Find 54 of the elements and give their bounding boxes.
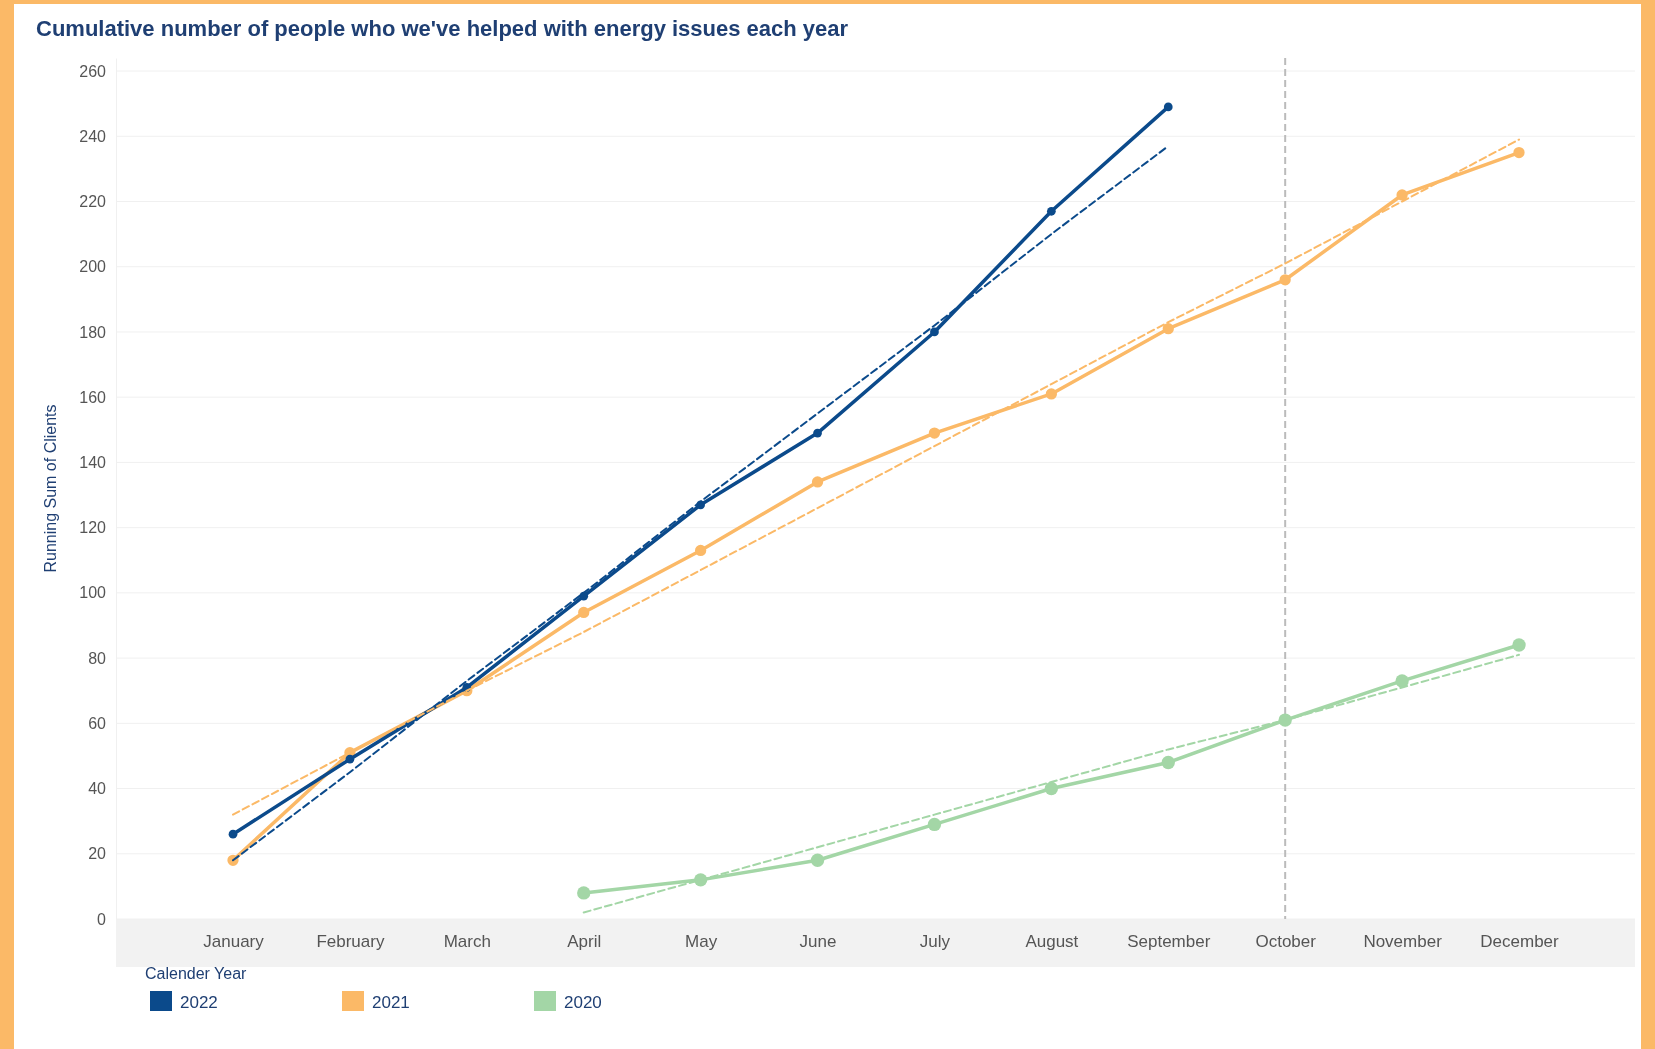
legend-title: Calender Year	[145, 965, 248, 982]
y-tick-label: 0	[97, 910, 107, 928]
point	[1161, 755, 1175, 770]
point	[1045, 388, 1058, 400]
point	[1046, 206, 1056, 216]
point	[578, 606, 590, 619]
x-tick-label: May	[685, 932, 718, 952]
point	[1395, 674, 1409, 688]
point	[345, 754, 355, 764]
x-tick-label: April	[567, 932, 602, 952]
x-tick-label: October	[1255, 932, 1317, 952]
point	[1396, 189, 1408, 201]
point	[577, 886, 591, 900]
x-tick-label: June	[799, 932, 837, 952]
x-tick-label: September	[1127, 932, 1211, 952]
x-tick-label: July	[919, 932, 951, 952]
y-tick-label: 80	[88, 649, 107, 667]
point	[811, 476, 824, 488]
y-tick-label: 200	[79, 258, 107, 276]
y-tick-label: 180	[79, 323, 107, 341]
legend-label: 2021	[372, 993, 410, 1012]
point	[930, 327, 939, 337]
point	[810, 853, 825, 867]
y-axis-title: Running Sum of Clients	[42, 404, 59, 573]
y-tick-label: 240	[79, 127, 107, 145]
point	[228, 829, 238, 839]
y-tick-label: 100	[79, 584, 107, 602]
point	[694, 544, 707, 557]
legend-label: 2020	[564, 993, 602, 1012]
x-tick-label: February	[316, 932, 385, 952]
y-tick-label: 40	[88, 780, 107, 798]
point	[813, 428, 822, 438]
x-tick-label: December	[1480, 932, 1560, 952]
x-tick-label: January	[203, 932, 265, 952]
point	[1513, 146, 1525, 159]
chart-title: Cumulative number of people who we've helped with energy issues each year	[36, 16, 849, 41]
y-tick-label: 260	[79, 62, 107, 80]
y-tick-label: 220	[79, 193, 107, 211]
point	[1279, 274, 1291, 286]
x-tick-label: August	[1025, 932, 1079, 952]
legend-label: 2022	[180, 993, 218, 1012]
point	[1512, 638, 1526, 652]
x-tick-label: March	[443, 932, 491, 952]
point	[1044, 781, 1059, 796]
y-tick-label: 160	[79, 388, 107, 406]
point	[928, 427, 941, 439]
y-tick-label: 60	[88, 714, 107, 732]
point	[1162, 323, 1174, 335]
y-tick-label: 20	[88, 845, 107, 863]
y-tick-label: 140	[79, 454, 107, 472]
x-tick-label: November	[1363, 932, 1443, 952]
y-tick-label: 120	[79, 519, 107, 537]
point	[927, 817, 942, 832]
point	[1163, 102, 1173, 112]
